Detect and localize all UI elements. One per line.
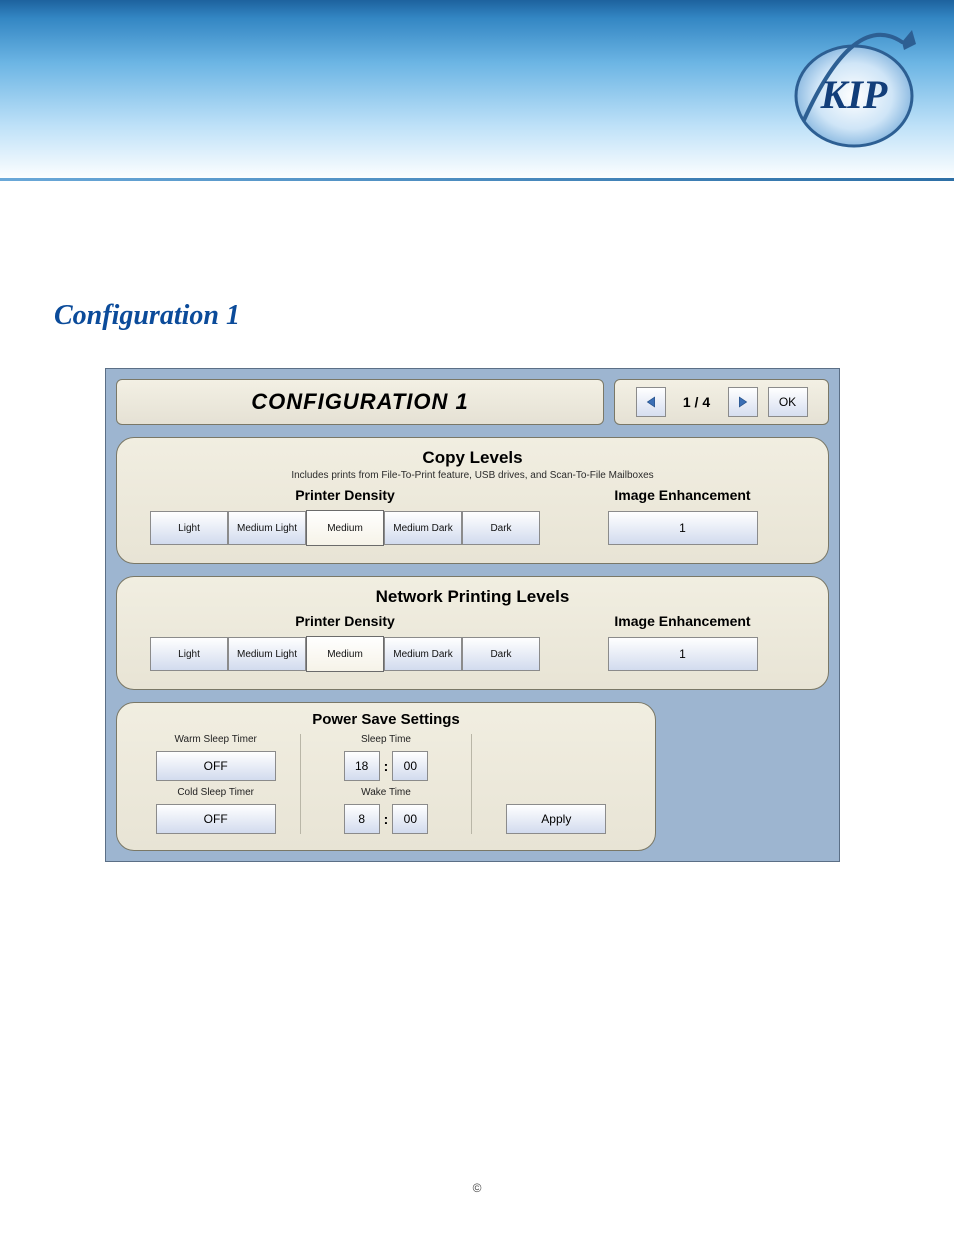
network-enhancement-button[interactable]: 1 bbox=[608, 637, 758, 671]
cold-sleep-label: Cold Sleep Timer bbox=[177, 787, 254, 798]
network-density-medium[interactable]: Medium bbox=[306, 636, 384, 672]
power-col-timers: Warm Sleep Timer OFF Cold Sleep Timer OF… bbox=[131, 734, 300, 834]
kip-logo: KIP bbox=[784, 20, 924, 160]
configuration-window: CONFIGURATION 1 1 / 4 OK Copy Levels Inc… bbox=[105, 368, 840, 862]
network-density-medium-light[interactable]: Medium Light bbox=[228, 637, 306, 671]
copy-levels-subtitle: Includes prints from File-To-Print featu… bbox=[135, 470, 810, 481]
network-density-medium-dark[interactable]: Medium Dark bbox=[384, 637, 462, 671]
network-levels-panel: Network Printing Levels Printer Density … bbox=[116, 576, 829, 690]
logo-text: KIP bbox=[820, 72, 888, 117]
wake-time-label: Wake Time bbox=[361, 787, 411, 798]
power-save-title: Power Save Settings bbox=[131, 711, 641, 728]
pager-box: 1 / 4 OK bbox=[614, 379, 829, 425]
header-rule bbox=[0, 178, 954, 181]
next-page-button[interactable] bbox=[728, 387, 758, 417]
copy-density-dark[interactable]: Dark bbox=[462, 511, 540, 545]
copy-density-row: Light Medium Light Medium Medium Dark Da… bbox=[135, 511, 555, 547]
title-row: CONFIGURATION 1 1 / 4 OK bbox=[116, 379, 829, 425]
network-enhancement-label: Image Enhancement bbox=[555, 613, 810, 629]
copy-density-medium[interactable]: Medium bbox=[306, 510, 384, 546]
triangle-right-icon bbox=[737, 396, 749, 408]
window-title-box: CONFIGURATION 1 bbox=[116, 379, 604, 425]
triangle-left-icon bbox=[645, 396, 657, 408]
copy-density-light[interactable]: Light bbox=[150, 511, 228, 545]
colon-icon: : bbox=[384, 758, 389, 774]
copy-density-medium-dark[interactable]: Medium Dark bbox=[384, 511, 462, 545]
warm-sleep-button[interactable]: OFF bbox=[156, 751, 276, 781]
prev-page-button[interactable] bbox=[636, 387, 666, 417]
network-density-row: Light Medium Light Medium Medium Dark Da… bbox=[135, 637, 555, 673]
copy-enhancement-button[interactable]: 1 bbox=[608, 511, 758, 545]
power-col-times: Sleep Time 18 : 00 Wake Time 8 : 00 bbox=[300, 734, 470, 834]
network-levels-title: Network Printing Levels bbox=[135, 587, 810, 607]
page-heading: Configuration 1 bbox=[54, 300, 240, 332]
network-density-label: Printer Density bbox=[135, 613, 555, 629]
pager-text: 1 / 4 bbox=[676, 394, 718, 410]
network-density-light[interactable]: Light bbox=[150, 637, 228, 671]
cold-sleep-button[interactable]: OFF bbox=[156, 804, 276, 834]
apply-button[interactable]: Apply bbox=[506, 804, 606, 834]
colon-icon: : bbox=[384, 811, 389, 827]
power-col-apply: Apply bbox=[471, 734, 641, 834]
sleep-hour[interactable]: 18 bbox=[344, 751, 380, 781]
copyright: © bbox=[0, 1181, 954, 1195]
sleep-minute[interactable]: 00 bbox=[392, 751, 428, 781]
sleep-time-label: Sleep Time bbox=[361, 734, 411, 745]
ok-button[interactable]: OK bbox=[768, 387, 808, 417]
power-save-panel: Power Save Settings Warm Sleep Timer OFF… bbox=[116, 702, 656, 851]
copy-levels-title: Copy Levels bbox=[135, 448, 810, 468]
copy-density-label: Printer Density bbox=[135, 487, 555, 503]
copy-enhancement-label: Image Enhancement bbox=[555, 487, 810, 503]
window-title: CONFIGURATION 1 bbox=[251, 389, 468, 415]
wake-minute[interactable]: 00 bbox=[392, 804, 428, 834]
network-density-dark[interactable]: Dark bbox=[462, 637, 540, 671]
wake-hour[interactable]: 8 bbox=[344, 804, 380, 834]
copy-density-medium-light[interactable]: Medium Light bbox=[228, 511, 306, 545]
warm-sleep-label: Warm Sleep Timer bbox=[174, 734, 256, 745]
copy-levels-panel: Copy Levels Includes prints from File-To… bbox=[116, 437, 829, 564]
